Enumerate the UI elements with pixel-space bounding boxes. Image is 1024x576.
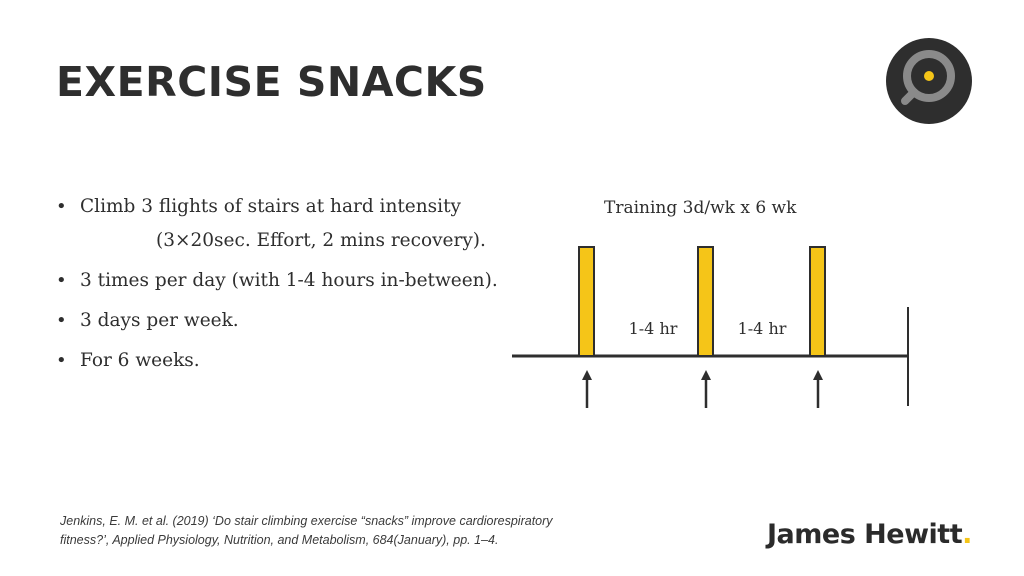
arrow-up-icon (701, 370, 711, 408)
arrow-up-icon (813, 370, 823, 408)
exercise-bout-bar (578, 246, 595, 357)
bullet-item: Climb 3 flights of stairs at hard intens… (56, 192, 526, 232)
page-title: EXERCISE SNACKS (56, 58, 487, 106)
brand-dot: . (962, 519, 972, 550)
brand-logo: James Hewitt. (767, 519, 972, 550)
diagram-title: Training 3d/wk x 6 wk (604, 198, 797, 218)
gap-label: 1-4 hr (629, 319, 678, 338)
citation: Jenkins, E. M. et al. (2019) ‘Do stair c… (60, 514, 553, 547)
bullet-item: 3 times per day (with 1-4 hours in-betwe… (56, 266, 526, 306)
bullet-list: Climb 3 flights of stairs at hard intens… (56, 192, 526, 386)
bullet-item-continuation: (3×20sec. Effort, 2 mins recovery). (156, 230, 486, 251)
brand-name: James Hewitt (767, 519, 963, 550)
exercise-bout-bar (697, 246, 714, 357)
arrow-up-icon (582, 370, 592, 408)
bullet-item: 3 days per week. (56, 306, 526, 346)
target-icon (886, 38, 972, 124)
bullet-item: For 6 weeks. (56, 346, 526, 386)
exercise-bout-bar (809, 246, 826, 357)
training-timeline-diagram: 1-4 hr 1-4 hr (512, 246, 909, 408)
gap-label: 1-4 hr (738, 319, 787, 338)
